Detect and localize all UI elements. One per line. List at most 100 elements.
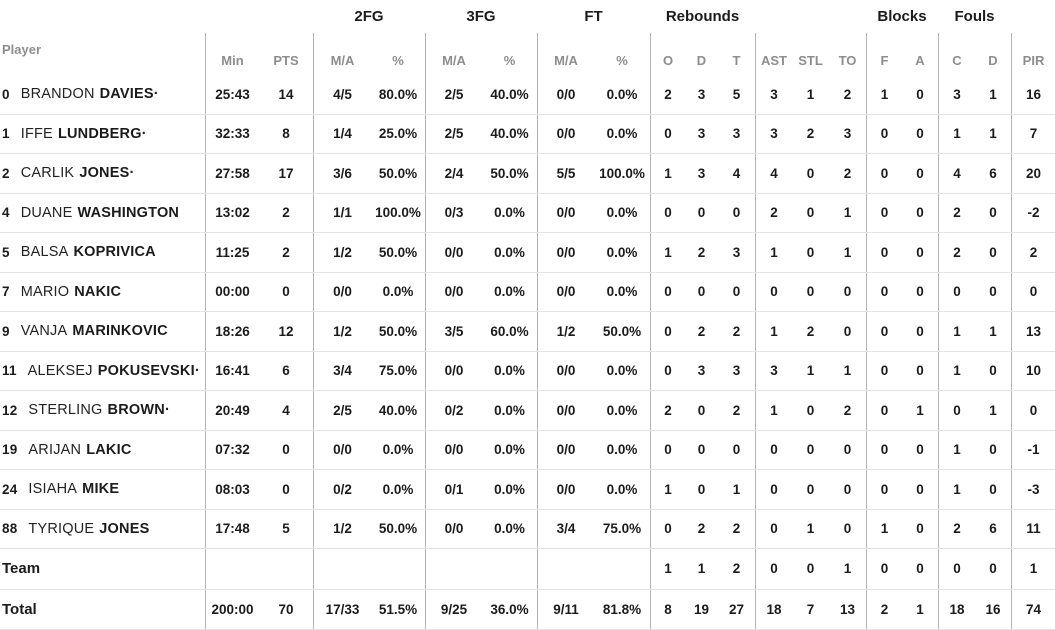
- stat-cell: 0: [989, 205, 997, 221]
- stat-cell: 0: [1011, 272, 1055, 311]
- total-row: Total 200:00 70 17/33 51.5% 9/25 36.0% 9/11 81.8…: [0, 589, 1055, 630]
- stat-cell: 100.0%: [599, 165, 645, 181]
- stat-cell: 0: [843, 481, 852, 497]
- player-first-name: BALSA: [20, 244, 69, 261]
- stat-cell: 0: [806, 284, 815, 300]
- player-row: 9 VANJA MARINKOVIC 18:26 12 1/2 50.0% 3/5 60.0% 1…: [0, 312, 1055, 352]
- stat-cell: 0: [650, 193, 685, 232]
- total-row-label: Total: [2, 600, 37, 618]
- stat-cell: 2: [282, 244, 290, 260]
- stat-cell: 0/2: [425, 391, 482, 430]
- player-first-name: ALEKSEJ: [27, 362, 93, 379]
- player-last-name: POKUSEVSKI: [97, 362, 195, 379]
- player-first-name: TYRIQUE: [28, 520, 95, 537]
- col-header-to: TO: [838, 53, 857, 68]
- stat-cell: 0: [866, 470, 902, 509]
- stat-cell: 0.0%: [606, 442, 638, 458]
- stat-cell: 2: [866, 589, 902, 629]
- jersey-number: 19: [2, 442, 18, 458]
- group-header-ft: FT: [584, 8, 603, 25]
- stat-cell: 1: [732, 481, 741, 497]
- stat-cell: 0: [282, 442, 290, 458]
- stat-cell: 0.0%: [494, 442, 525, 458]
- player-last-name: KOPRIVICA: [73, 244, 156, 261]
- player-first-name: CARLIK: [20, 165, 75, 182]
- stat-cell: 4: [755, 154, 792, 193]
- stat-cell: 0: [938, 549, 975, 589]
- stat-cell: 0: [989, 363, 997, 379]
- stat-cell: 0/0: [425, 233, 482, 272]
- stat-cell: 5/5: [537, 154, 594, 193]
- stat-cell: 100.0%: [375, 205, 421, 221]
- stat-cell: 3: [732, 363, 741, 379]
- stat-cell: 0/0: [537, 351, 594, 390]
- player-last-name: BROWN: [107, 402, 165, 419]
- stat-cell: 0: [650, 430, 685, 469]
- stat-cell: 3: [755, 351, 792, 390]
- player-name-cell: 24 ISIAHA MIKE: [0, 470, 205, 509]
- stat-cell: 50.0%: [490, 165, 529, 181]
- stat-cell: 13:02: [205, 193, 259, 232]
- player-name-cell: 12 STERLING BROWN ·: [0, 391, 205, 430]
- player-row: 24 ISIAHA MIKE 08:03 0 0/2 0.0% 0/1 0.0% 0/0 0.0% 1…: [0, 470, 1055, 510]
- player-row: 7 MARIO NAKIC 00:00 0 0/0 0.0% 0/0 0.0% 0/0 0.0% 0 0…: [0, 272, 1055, 312]
- stat-cell: 0.0%: [606, 205, 638, 221]
- team-row: Team 1 1 2 0 0 1 0 0 0 0 1: [0, 549, 1055, 590]
- stat-cell: 8: [282, 126, 290, 142]
- stat-cell: 0: [650, 509, 685, 548]
- stat-cell: [594, 549, 650, 589]
- stat-cell: 4/5: [313, 75, 371, 114]
- stat-cell: 2: [806, 323, 815, 339]
- stat-cell: 0: [866, 233, 902, 272]
- player-name-cell: 9 VANJA MARINKOVIC: [0, 312, 205, 351]
- stat-cell: [259, 549, 313, 589]
- stat-cell: 0: [843, 442, 852, 458]
- stat-cell: 50.0%: [378, 165, 418, 181]
- stat-cell: 0/2: [313, 470, 371, 509]
- stat-cell: 2: [697, 244, 706, 260]
- stat-cell: 5: [732, 86, 741, 102]
- player-name-cell: 4 DUANE WASHINGTON: [0, 194, 205, 233]
- stat-cell: [425, 549, 482, 589]
- col-header-reb-d: D: [696, 53, 707, 68]
- col-header-player: Player: [2, 41, 42, 57]
- group-header-3fg: 3FG: [466, 8, 496, 25]
- jersey-number: 24: [2, 481, 18, 497]
- player-first-name: DUANE: [20, 204, 73, 221]
- jersey-number: 2: [2, 165, 10, 181]
- team-row-label-cell: Team: [0, 549, 205, 589]
- stat-cell: 0: [732, 284, 741, 300]
- stat-cell: 1: [806, 86, 815, 102]
- stat-cell: 0.0%: [606, 284, 638, 300]
- stat-cell: 0: [989, 561, 997, 577]
- stat-cell: 0.0%: [494, 363, 525, 379]
- player-last-name: JONES: [79, 165, 130, 182]
- stat-cell: 0: [282, 481, 290, 497]
- stat-cell: 1: [755, 233, 792, 272]
- stat-cell: 1: [938, 351, 975, 390]
- stat-cell: 0: [755, 470, 792, 509]
- stat-cell: 0.0%: [494, 481, 525, 497]
- stat-cell: 1: [989, 323, 997, 339]
- stat-cell: 16: [1011, 75, 1055, 114]
- stat-cell: 51.5%: [378, 601, 418, 617]
- stat-cell: 0: [697, 481, 706, 497]
- stat-cell: 1: [1011, 549, 1055, 589]
- col-header-ast: AST: [755, 33, 792, 75]
- stat-cell: 0: [806, 205, 815, 221]
- stat-cell: 1: [843, 205, 852, 221]
- stat-cell: 0/0: [313, 272, 371, 311]
- stat-cell: 3: [697, 126, 706, 142]
- stat-cell: 1/2: [313, 509, 371, 548]
- stat-cell: 18:26: [205, 312, 259, 351]
- stat-cell: 14: [278, 86, 294, 102]
- stat-cell: 3/4: [313, 351, 371, 390]
- stat-cell: 80.0%: [378, 86, 418, 102]
- stat-cell: 12: [278, 323, 294, 339]
- jersey-number: 12: [2, 402, 18, 418]
- stat-cell: 10: [1011, 351, 1055, 390]
- stat-cell: 0/3: [425, 193, 482, 232]
- stat-cell: 1: [806, 521, 815, 537]
- jersey-number: 11: [2, 363, 17, 379]
